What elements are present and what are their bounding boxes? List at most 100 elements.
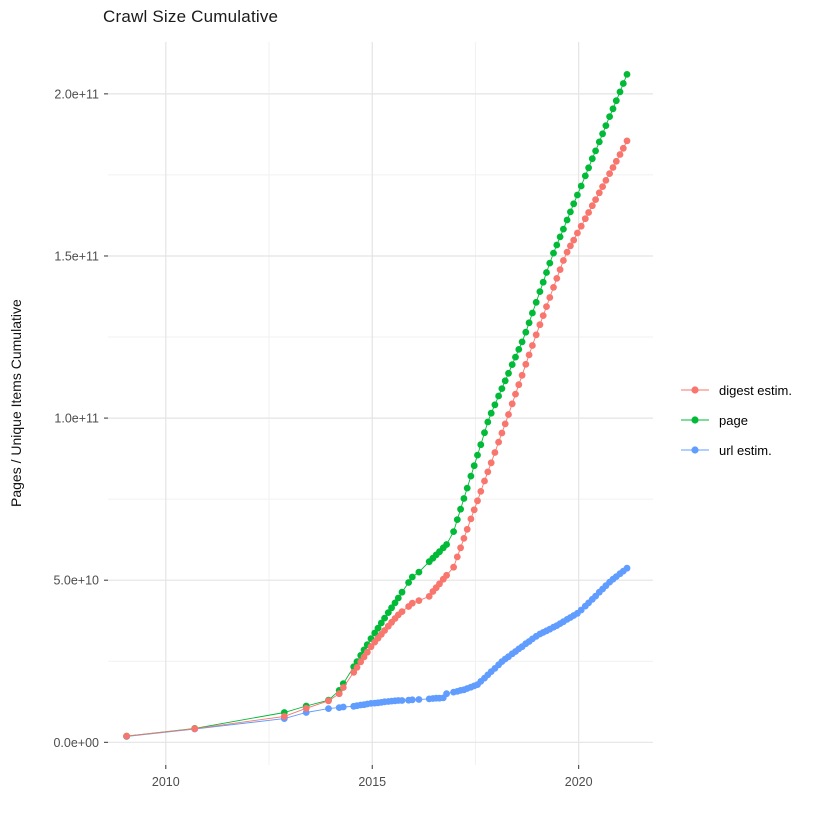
point-page [487,409,495,417]
point-page [498,385,506,392]
point-digest-estim [518,371,526,379]
point-page [508,361,516,368]
axis-tick-marks [104,93,580,769]
point-url-estim [339,703,347,711]
point-page [595,138,603,146]
point-page [581,172,589,180]
point-url-estim [415,696,423,703]
point-page [491,401,499,409]
y-tick-label: 1.5e+11 [54,249,99,263]
point-url-estim [325,705,332,712]
legend-item-digest-estim: digest estim. [680,382,792,398]
series-url-estim [123,564,631,740]
point-digest-estim [367,643,375,651]
point-digest-estim [570,236,578,244]
axis-tick-labels: 0.0e+00 5.0e+10 1.0e+11 1.5e+11 2.0e+11 2010 2… [53,87,592,789]
point-page [460,495,468,502]
point-page [477,441,485,449]
point-page [563,216,571,224]
point-page [522,328,530,336]
legend-item-label: digest estim. [719,382,792,398]
point-digest-estim [616,151,624,158]
y-tick-label: 0.0e+00 [53,736,99,750]
point-digest-estim [623,137,631,145]
y-tick-label: 2.0e+11 [54,87,99,101]
point-page [474,451,481,459]
gridlines-minor [108,42,653,765]
series-line-url-estim [126,567,628,737]
point-page [495,392,502,400]
point-page [574,191,581,199]
point-digest-estim [339,684,347,691]
point-page [612,97,620,105]
point-digest-estim [487,459,495,467]
point-page [570,200,578,208]
point-page [602,122,610,129]
point-page [529,309,536,317]
point-page [556,233,564,241]
point-page [525,319,533,327]
point-digest-estim [574,229,581,237]
point-digest-estim [491,449,499,456]
point-digest-estim [443,571,450,579]
point-page [484,418,492,426]
point-digest-estim [553,275,561,282]
point-digest-estim [577,222,585,230]
point-page [560,225,567,233]
x-tick-label: 2010 [152,775,180,789]
point-digest-estim [481,477,488,485]
point-digest-estim [592,196,599,204]
series-line-digest-estim [126,140,628,737]
point-page [585,164,592,172]
point-page [467,472,475,480]
point-page [518,338,526,346]
point-page [453,516,461,523]
point-digest-estim [536,321,544,329]
point-page [450,528,457,535]
legend-key-icon [681,386,709,394]
point-digest-estim [477,488,485,495]
point-page [577,182,585,190]
point-digest-estim [498,429,506,437]
point-digest-estim [512,390,519,398]
point-digest-estim [415,597,423,604]
point-digest-estim [560,257,567,264]
point-digest-estim [335,690,343,698]
point-digest-estim [508,400,516,408]
point-digest-estim [546,294,554,301]
point-page [381,614,388,622]
point-page [539,278,547,286]
gridlines-major [108,42,653,765]
legend-key-icon [681,416,709,424]
y-tick-label: 1.0e+11 [54,412,99,426]
point-page [481,429,488,437]
point-digest-estim [360,653,368,661]
point-page [470,462,478,470]
point-page [394,594,402,602]
legend-item-label: page [719,412,748,428]
point-digest-estim [602,177,610,184]
point-digest-estim [450,563,457,571]
point-digest-estim [408,599,416,607]
point-page [384,609,392,616]
point-digest-estim [609,164,617,171]
point-digest-estim [398,608,406,615]
point-digest-estim [436,580,443,588]
x-tick-label: 2020 [565,775,593,789]
point-page [388,604,395,612]
point-digest-estim [325,697,332,705]
point-page [536,288,544,295]
chart-title: Crawl Size Cumulative [103,7,279,26]
legend-item-label: url estim. [719,442,772,458]
point-page [616,88,624,96]
point-digest-estim [474,497,481,505]
legend-item-page: page [680,412,792,428]
series-digest-estim [123,137,631,740]
point-page [553,241,561,249]
point-digest-estim [495,438,502,446]
point-digest-estim [550,284,557,291]
point-digest-estim [363,648,371,656]
point-digest-estim [515,381,523,389]
